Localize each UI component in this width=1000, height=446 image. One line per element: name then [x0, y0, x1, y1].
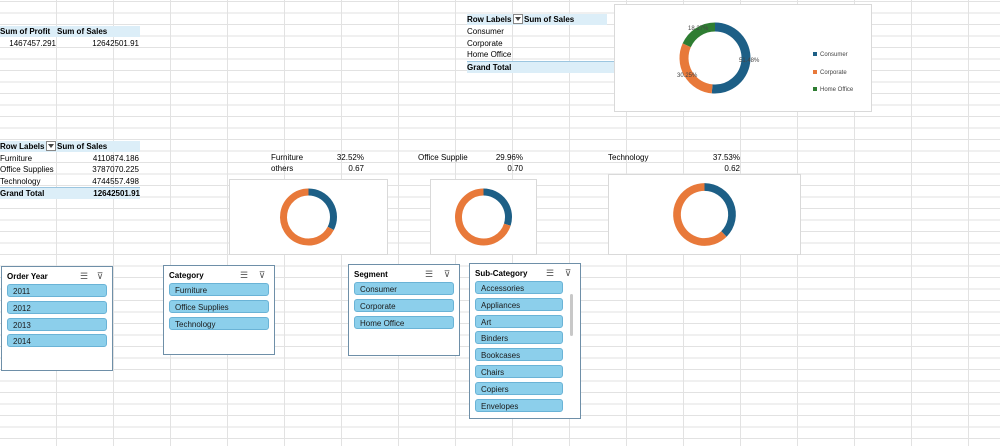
slicer-item[interactable]: Chairs [475, 365, 563, 378]
category_pivot-total-value[interactable]: 12642501.91 [57, 187, 140, 199]
clear-filter-icon[interactable]: ⊽ [564, 268, 572, 278]
category_pivot-total-label[interactable]: Grand Total [0, 187, 57, 199]
segment-donut-svg: 51.48% 30.25% 18.27% [677, 22, 760, 94]
slicer-item[interactable]: Technology [169, 316, 269, 330]
technology-donut-svg [673, 183, 736, 246]
sales-header[interactable]: Sum of Sales [57, 26, 140, 37]
ratio-pct-office-supplies[interactable]: 29.96% [495, 153, 523, 162]
slicer-item[interactable]: 2011 [7, 284, 107, 297]
filter-dropdown-icon[interactable] [46, 140, 57, 151]
donut-slice-category[interactable] [483, 188, 512, 226]
office-supplies-donut-chart[interactable] [430, 179, 537, 255]
slicer-category[interactable]: Category ☰ ⊽ Furniture Office Supplies Tec… [163, 265, 275, 355]
ratio-pct-technology[interactable]: 37.53% [712, 153, 740, 162]
slicer-item[interactable]: Bookcases [475, 348, 563, 362]
legend-item-consumer: Consumer [813, 52, 848, 58]
donut-slice-category[interactable] [704, 183, 736, 237]
profit-value[interactable]: 1467457.291 [9, 39, 56, 48]
slicer-title: Segment [354, 270, 388, 279]
data-label-home-office: 18.27% [688, 26, 709, 32]
legend-item-home-office: Home Office [813, 87, 853, 93]
clear-filter-icon[interactable]: ⊽ [258, 270, 266, 280]
legend-swatch-icon [813, 70, 817, 75]
legend-swatch-icon [813, 52, 817, 57]
donut-slice-corporate[interactable] [679, 43, 713, 94]
clear-filter-icon[interactable]: ⊽ [443, 269, 451, 279]
ratio-other-label[interactable]: others [271, 164, 294, 173]
technology-donut-chart[interactable] [608, 174, 801, 255]
category_pivot-row-value[interactable]: 3787070.225 [92, 165, 139, 174]
furniture-donut-svg [280, 188, 337, 246]
multi-select-icon[interactable]: ☰ [79, 271, 89, 281]
category_pivot-row-value[interactable]: 4744557.498 [92, 176, 139, 186]
clear-filter-icon[interactable]: ⊽ [96, 271, 104, 281]
multi-select-icon[interactable]: ☰ [545, 268, 555, 278]
slicer-item[interactable]: Accessories [475, 281, 563, 294]
ratio-other-office-supplies[interactable]: 0.70 [507, 164, 523, 173]
slicer-item[interactable]: 2012 [7, 300, 107, 314]
slicer-item[interactable]: Appliances [475, 297, 563, 311]
ratio-label-technology[interactable]: Technology [608, 153, 649, 162]
donut-slice-category[interactable] [308, 188, 337, 230]
category_pivot-row-label[interactable]: Office Supplies [0, 165, 54, 174]
slicer-segment[interactable]: Segment ☰ ⊽ Consumer Corporate Home Office [348, 264, 460, 356]
profit-header[interactable]: Sum of Profit [0, 26, 57, 37]
slicer-item[interactable]: Home Office [354, 315, 454, 329]
segment_pivot-total-label[interactable]: Grand Total [467, 60, 524, 73]
donut-slice-home-office[interactable] [682, 22, 716, 48]
slicer-item[interactable]: Corporate [354, 298, 454, 312]
slicer-item[interactable]: Copiers [475, 381, 563, 395]
filter-dropdown-icon[interactable] [513, 13, 524, 24]
donut-slice-others[interactable] [455, 188, 511, 246]
multi-select-icon[interactable]: ☰ [424, 269, 434, 279]
furniture-donut-chart[interactable] [229, 179, 388, 255]
ratio-label-office-supplies[interactable]: Office Supplie [418, 153, 468, 162]
ratio-other-furniture[interactable]: 0.67 [348, 164, 364, 173]
slicer-item[interactable]: 2013 [7, 317, 107, 331]
segment_pivot-row-label[interactable]: Consumer [467, 27, 504, 36]
category-pivot-sum-header[interactable]: Sum of Sales [57, 141, 140, 152]
data-label-consumer: 51.48% [739, 58, 760, 64]
category_pivot-row-label[interactable]: Technology [0, 176, 41, 186]
slicer-item[interactable]: Office Supplies [169, 299, 269, 313]
segment-pivot-sum-header[interactable]: Sum of Sales [524, 14, 607, 25]
slicer-item[interactable]: Art [475, 314, 563, 328]
slicer-title: Sub-Category [475, 269, 528, 278]
category_pivot-row-value[interactable]: 4110874.186 [92, 153, 139, 163]
category_pivot-row-label[interactable]: Furniture [0, 153, 33, 163]
segment_pivot-row-label[interactable]: Home Office [467, 50, 512, 59]
slicer-item[interactable]: 2014 [7, 334, 107, 348]
slicer-item[interactable]: Consumer [354, 282, 454, 295]
segment_pivot-row-label[interactable]: Corporate [467, 38, 503, 48]
donut-slice-others[interactable] [673, 183, 727, 246]
legend-item-corporate: Corporate [813, 70, 847, 76]
slicer-order-year[interactable]: Order Year ☰ ⊽ 2011 2012 2013 2014 [1, 266, 113, 371]
ratio-pct-furniture[interactable]: 32.52% [336, 153, 364, 162]
data-label-corporate: 30.25% [677, 73, 698, 79]
segment-donut-chart[interactable]: 51.48% 30.25% 18.27% Consumer Corporate Ho… [614, 4, 872, 112]
segment-pivot-row-labels[interactable]: Row Labels [467, 13, 524, 25]
donut-slice-others[interactable] [280, 188, 334, 246]
slicer-title: Order Year [7, 272, 48, 281]
ratio-label-furniture[interactable]: Furniture [271, 153, 304, 162]
slicer-title: Category [169, 271, 204, 280]
ratio-other-technology[interactable]: 0.62 [724, 164, 740, 173]
slicer-sub-category[interactable]: Sub-Category ☰ ⊽ Accessories Appliances Ar… [469, 263, 581, 419]
category-pivot-row-labels[interactable]: Row Labels [0, 140, 57, 152]
multi-select-icon[interactable]: ☰ [239, 270, 249, 280]
slicer-item[interactable]: Envelopes [475, 398, 563, 412]
slicer-item[interactable]: Binders [475, 331, 563, 345]
office-supplies-donut-svg [455, 188, 512, 246]
donut-slice-consumer[interactable] [711, 22, 751, 94]
slicer-scrollbar[interactable] [570, 294, 573, 336]
legend-swatch-icon [813, 87, 817, 92]
slicer-item[interactable]: Furniture [169, 283, 269, 296]
sales-value[interactable]: 12642501.91 [92, 39, 139, 48]
